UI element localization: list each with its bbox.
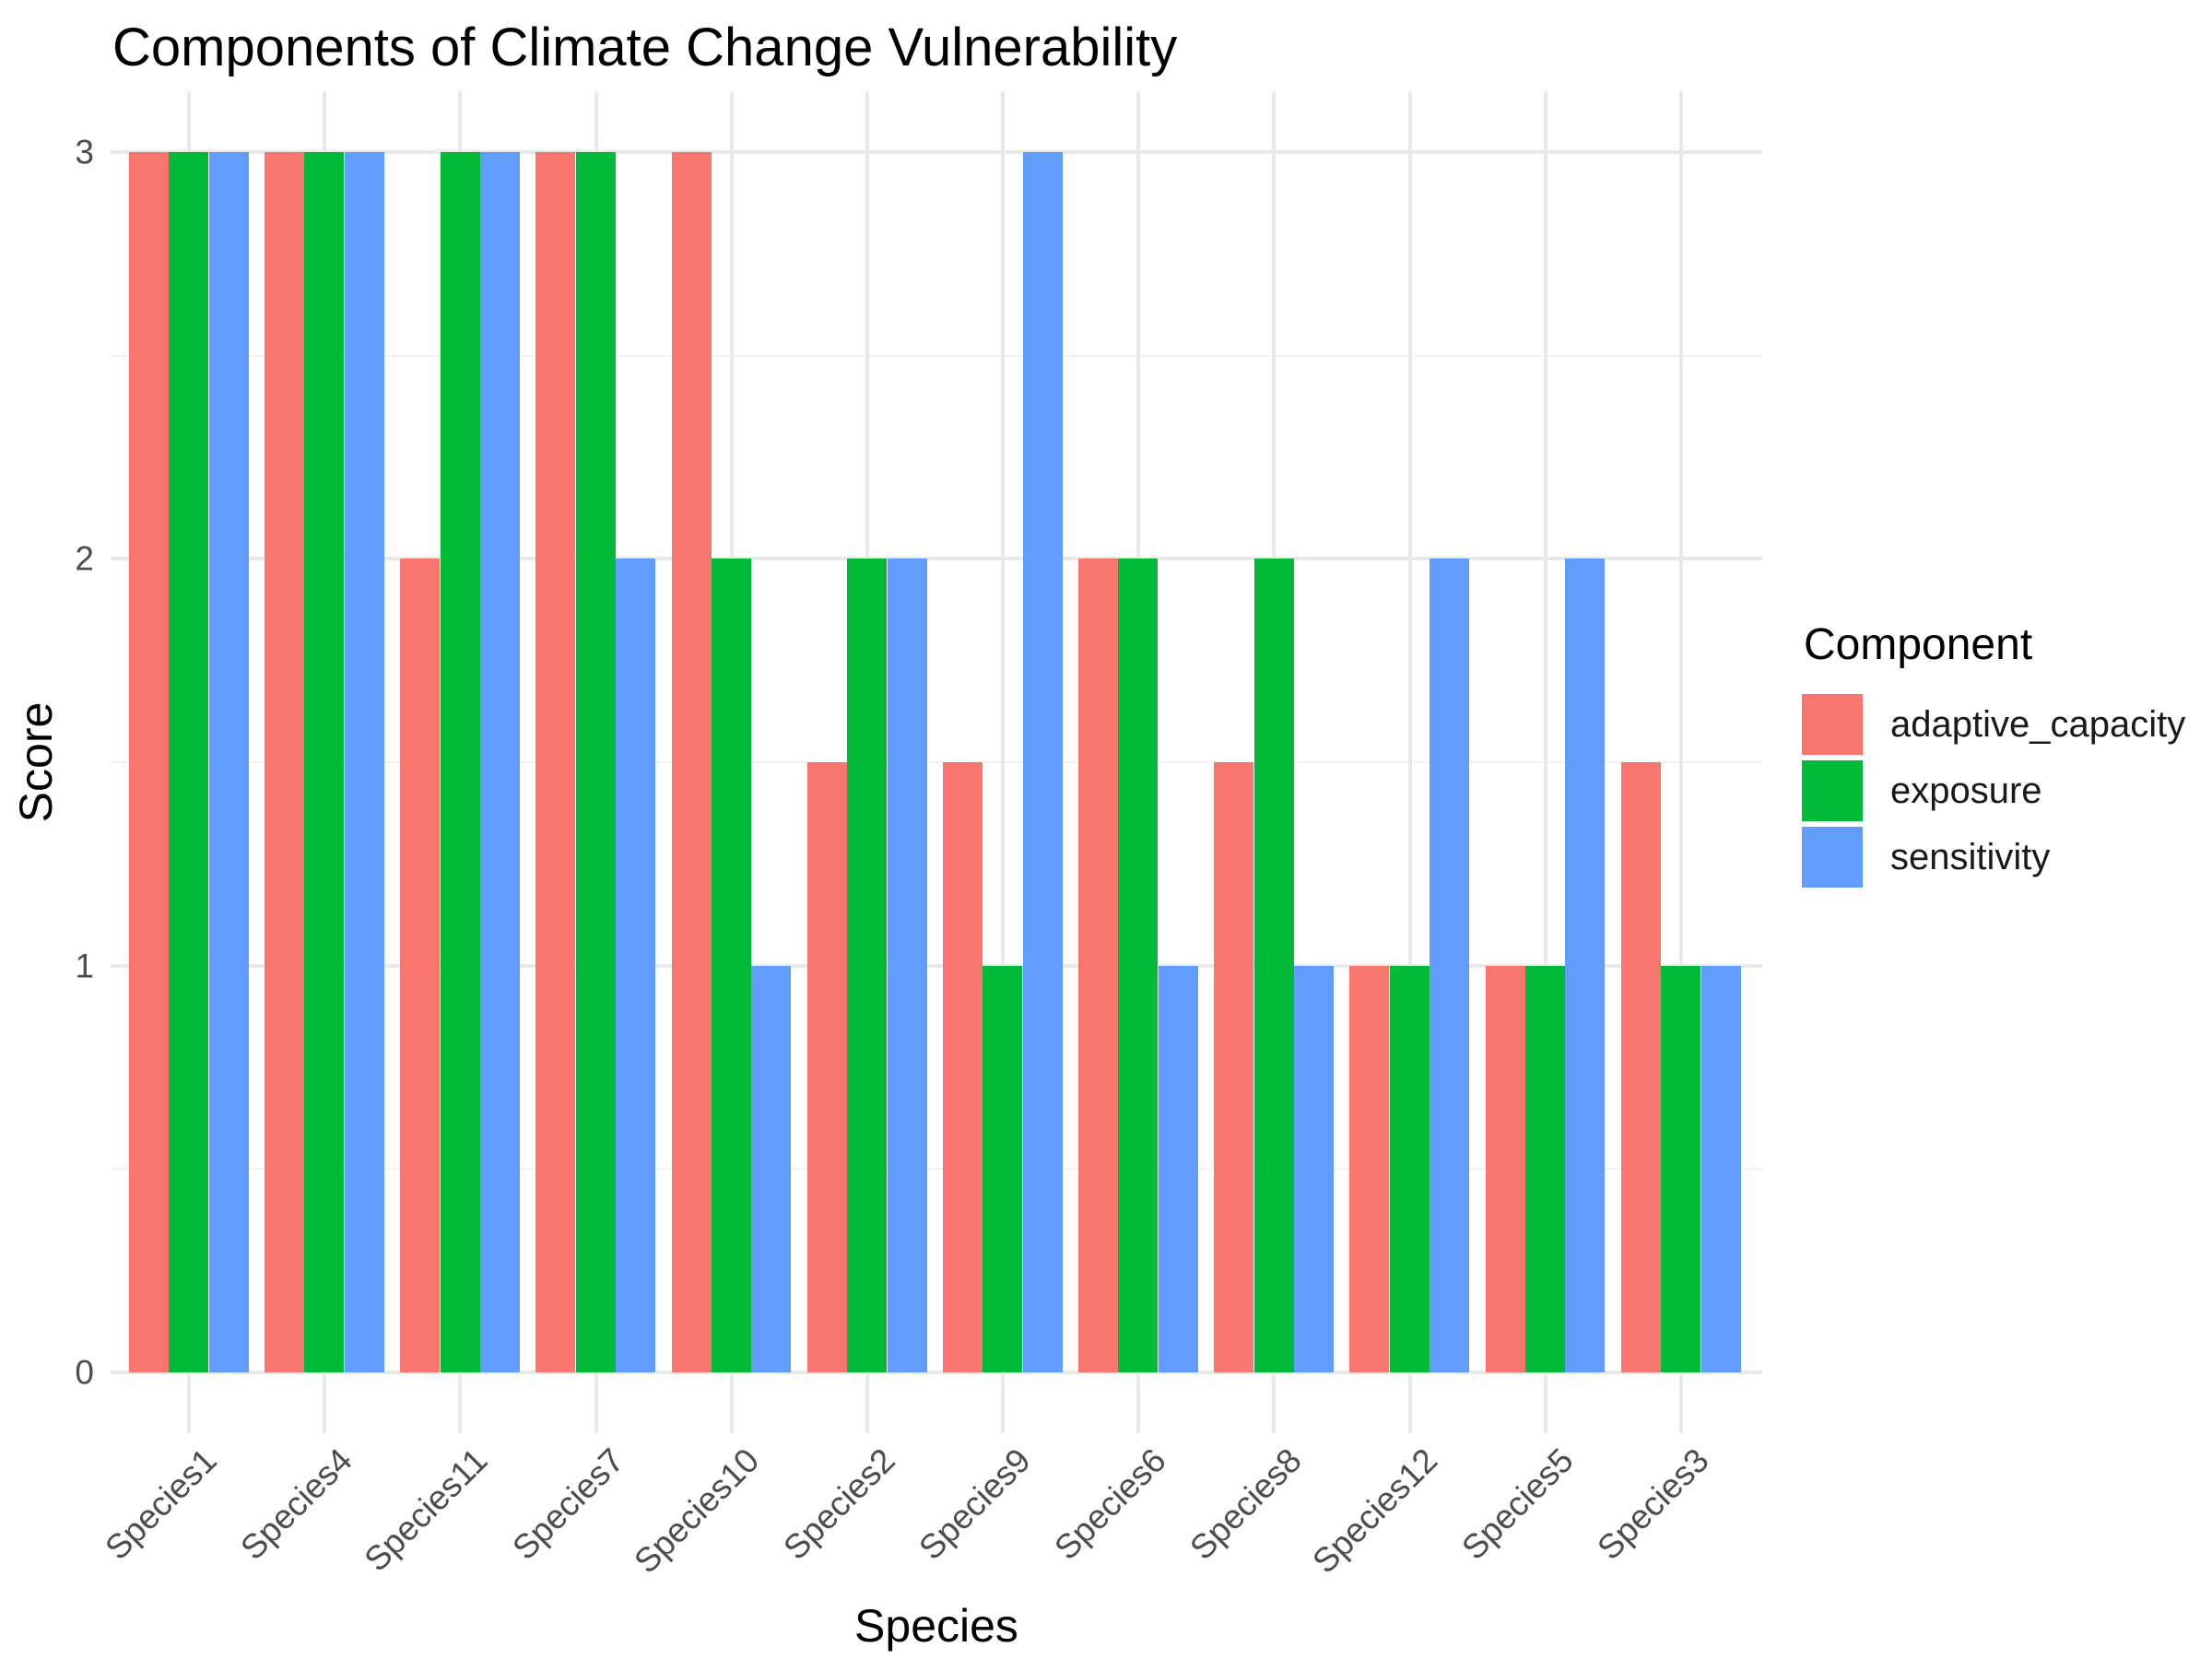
gridline-x-major: [1001, 91, 1005, 1433]
gridline-y-major: [111, 964, 1762, 968]
gridline-y-minor: [111, 1168, 1762, 1170]
bar-Species1-sensitivity: [209, 152, 249, 1372]
chart-title: Components of Climate Change Vulnerabili…: [112, 18, 1178, 77]
x-tick-label-text: Species2: [775, 1441, 902, 1568]
bar-Species10-sensitivity: [751, 966, 791, 1372]
x-tick-label-text: Species9: [911, 1441, 1038, 1568]
bar-Species4-sensitivity: [345, 152, 384, 1372]
x-tick-label-text: Species6: [1046, 1441, 1173, 1568]
bar-Species10-adaptive_capacity: [672, 152, 712, 1372]
gridline-y-major: [111, 557, 1762, 560]
x-tick-label-text: Species11: [357, 1441, 495, 1579]
gridline-y-major: [111, 150, 1762, 154]
bar-Species8-sensitivity: [1294, 966, 1334, 1372]
bar-Species10-exposure: [712, 559, 751, 1372]
legend-item-adaptive-capacity: adaptive_capacity: [1802, 694, 2185, 755]
x-tick-label-text: Species3: [1589, 1441, 1716, 1568]
bar-Species4-adaptive_capacity: [265, 152, 304, 1372]
bar-Species1-adaptive_capacity: [129, 152, 169, 1372]
bar-Species3-sensitivity: [1701, 966, 1741, 1372]
legend-label-exposure: exposure: [1890, 770, 2042, 811]
y-tick-label: 1: [75, 947, 94, 985]
bar-Species9-exposure: [982, 966, 1022, 1372]
bar-Species3-exposure: [1661, 966, 1700, 1372]
x-tick-label-text: Species4: [232, 1441, 359, 1568]
x-tick-label-text: Species10: [627, 1441, 767, 1581]
x-tick-label-text: Species8: [1182, 1441, 1309, 1568]
x-tick-label-text: Species12: [1305, 1441, 1445, 1581]
legend-item-exposure: exposure: [1802, 760, 2185, 821]
bar-Species11-exposure: [441, 152, 480, 1372]
gridline-x-major: [1408, 91, 1412, 1433]
bar-Species7-exposure: [576, 152, 616, 1372]
bar-Species8-adaptive_capacity: [1214, 762, 1253, 1372]
legend: Component adaptive_capacity exposure sen…: [1802, 619, 2185, 893]
legend-swatch-adaptive-capacity-icon: [1802, 694, 1863, 755]
bar-Species4-exposure: [304, 152, 344, 1372]
legend-label-sensitivity: sensitivity: [1890, 836, 2051, 877]
gridline-y-major: [111, 1371, 1762, 1374]
y-tick-label: 0: [75, 1353, 94, 1392]
bar-Species11-sensitivity: [480, 152, 520, 1372]
legend-label-adaptive-capacity: adaptive_capacity: [1890, 703, 2186, 745]
legend-swatch-sensitivity-icon: [1802, 827, 1863, 888]
gridline-x-major: [1679, 91, 1683, 1433]
legend-swatch-exposure-icon: [1802, 760, 1863, 821]
bar-Species12-adaptive_capacity: [1349, 966, 1389, 1372]
x-axis-title: Species: [854, 1600, 1018, 1652]
bar-Species7-sensitivity: [616, 559, 655, 1372]
bar-Species1-exposure: [169, 152, 208, 1372]
bar-Species9-sensitivity: [1023, 152, 1063, 1372]
y-tick-label: 2: [75, 539, 94, 578]
gridline-y-minor: [111, 761, 1762, 763]
x-tick-label-text: Species5: [1453, 1441, 1581, 1568]
bar-Species5-sensitivity: [1565, 559, 1605, 1372]
bar-Species7-adaptive_capacity: [535, 152, 575, 1372]
bar-Species3-adaptive_capacity: [1621, 762, 1661, 1372]
gridline-x-major: [1544, 91, 1547, 1433]
y-axis-title: Score: [10, 701, 62, 823]
bar-Species12-exposure: [1390, 966, 1430, 1372]
bar-Species9-adaptive_capacity: [943, 762, 982, 1372]
bar-Species2-exposure: [847, 559, 887, 1372]
bar-Species5-adaptive_capacity: [1486, 966, 1525, 1372]
x-tick-label-text: Species1: [97, 1441, 224, 1568]
bar-Species8-exposure: [1254, 559, 1294, 1372]
bar-Species6-sensitivity: [1159, 966, 1198, 1372]
gridline-y-minor: [111, 355, 1762, 357]
bar-Species6-adaptive_capacity: [1078, 559, 1118, 1372]
bar-Species2-sensitivity: [888, 559, 927, 1372]
bar-Species6-exposure: [1118, 559, 1158, 1372]
y-tick-label: 3: [75, 133, 94, 171]
legend-item-sensitivity: sensitivity: [1802, 827, 2185, 888]
plot-panel: [111, 91, 1762, 1433]
bar-Species5-exposure: [1525, 966, 1565, 1372]
x-tick-label-text: Species7: [504, 1441, 631, 1568]
legend-title: Component: [1804, 620, 2033, 669]
bar-Species11-adaptive_capacity: [400, 559, 440, 1372]
bar-Species12-sensitivity: [1430, 559, 1469, 1372]
bar-Species2-adaptive_capacity: [807, 762, 847, 1372]
